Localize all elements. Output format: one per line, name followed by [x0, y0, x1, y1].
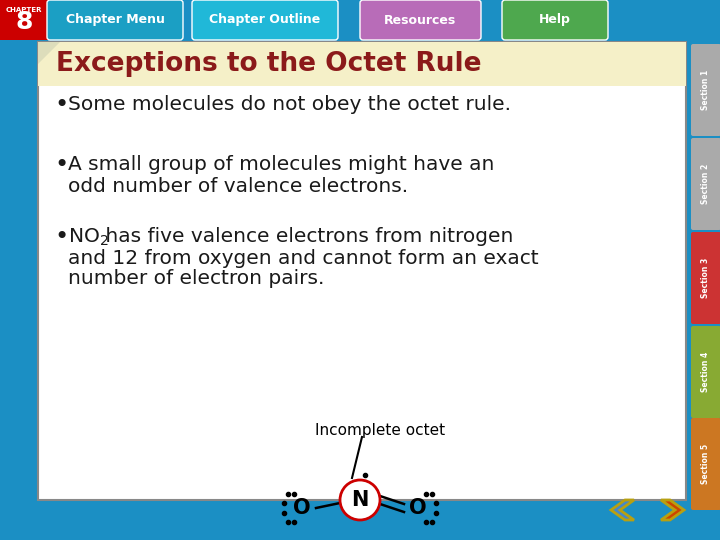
FancyBboxPatch shape [691, 138, 720, 230]
FancyBboxPatch shape [691, 326, 720, 418]
Text: Chapter Outline: Chapter Outline [210, 14, 320, 26]
Text: 8: 8 [15, 10, 32, 34]
Text: Incomplete octet: Incomplete octet [315, 422, 445, 437]
Text: Section 1: Section 1 [701, 70, 711, 110]
Text: Section 4: Section 4 [701, 352, 711, 392]
Text: number of electron pairs.: number of electron pairs. [68, 269, 325, 288]
FancyBboxPatch shape [691, 44, 720, 136]
Text: •: • [54, 225, 68, 249]
Text: O: O [409, 498, 427, 518]
Text: Chapter Menu: Chapter Menu [66, 14, 164, 26]
FancyBboxPatch shape [0, 0, 720, 40]
FancyBboxPatch shape [691, 418, 720, 510]
Text: Help: Help [539, 14, 571, 26]
Polygon shape [38, 42, 60, 64]
Text: Section 2: Section 2 [701, 164, 711, 204]
FancyBboxPatch shape [47, 0, 183, 40]
FancyBboxPatch shape [38, 42, 686, 86]
Text: O: O [293, 498, 311, 518]
Circle shape [340, 480, 380, 520]
Text: N: N [351, 490, 369, 510]
FancyBboxPatch shape [192, 0, 338, 40]
Text: Resources: Resources [384, 14, 456, 26]
Text: NO$_2$: NO$_2$ [68, 226, 109, 248]
FancyBboxPatch shape [0, 0, 48, 40]
Polygon shape [611, 500, 634, 520]
Text: and 12 from oxygen and cannot form an exact: and 12 from oxygen and cannot form an ex… [68, 248, 539, 267]
FancyBboxPatch shape [360, 0, 481, 40]
Text: A small group of molecules might have an: A small group of molecules might have an [68, 156, 495, 174]
Text: •: • [54, 153, 68, 177]
Polygon shape [661, 500, 684, 520]
Text: •: • [54, 93, 68, 117]
Text: Exceptions to the Octet Rule: Exceptions to the Octet Rule [56, 51, 482, 77]
Text: Some molecules do not obey the octet rule.: Some molecules do not obey the octet rul… [68, 96, 511, 114]
Text: has five valence electrons from nitrogen: has five valence electrons from nitrogen [99, 227, 513, 246]
Text: CHAPTER: CHAPTER [6, 7, 42, 13]
Text: Section 3: Section 3 [701, 258, 711, 298]
Text: Section 5: Section 5 [701, 444, 711, 484]
FancyBboxPatch shape [38, 42, 686, 500]
FancyBboxPatch shape [502, 0, 608, 40]
Text: odd number of valence electrons.: odd number of valence electrons. [68, 177, 408, 195]
FancyBboxPatch shape [691, 232, 720, 324]
